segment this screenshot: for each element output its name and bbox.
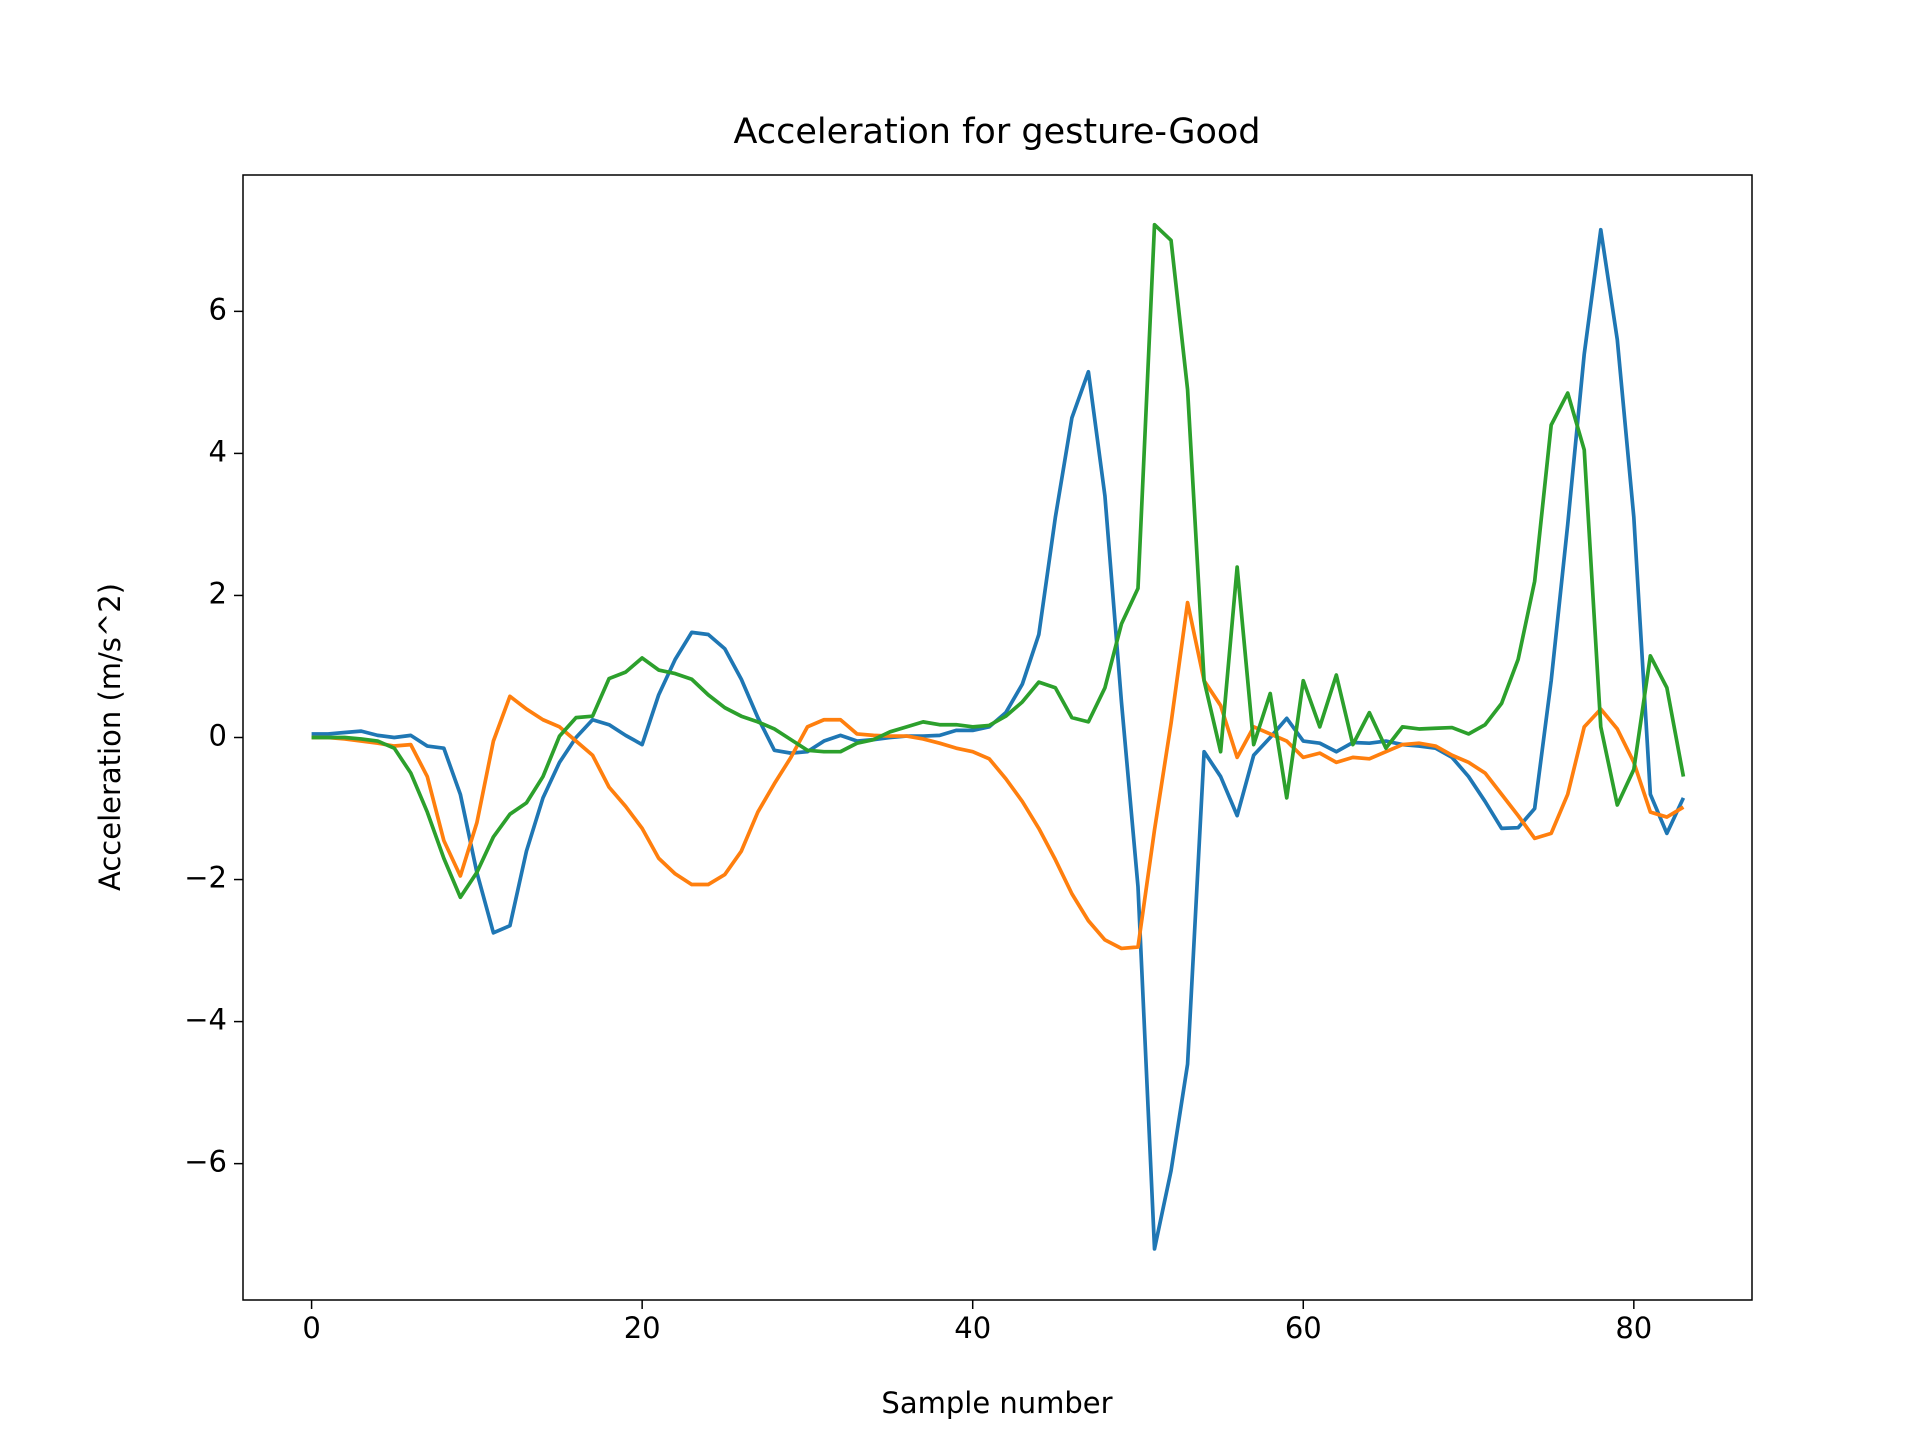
y-tick-label: 4 [209,434,227,468]
y-tick-label: 0 [209,719,227,753]
y-tick-label: 2 [209,576,227,610]
x-tick-label: 20 [624,1311,661,1345]
plot-frame [242,174,1753,1301]
chart-title: Acceleration for gesture-Good [734,112,1261,152]
y-tick-label: −4 [184,1003,227,1037]
x-axis-label: Sample number [881,1386,1112,1420]
data-line [311,600,1685,951]
y-tick-label: −6 [184,1145,227,1179]
y-tick-label: 6 [209,292,227,326]
x-tick-label: 0 [302,1311,320,1345]
y-tick-label: −2 [184,861,227,895]
x-tick-label: 40 [954,1311,991,1345]
y-axis-label: Acceleration (m/s^2) [93,583,127,891]
data-line [311,222,1686,900]
x-tick-label: 60 [1285,1311,1322,1345]
x-tick-label: 80 [1615,1311,1652,1345]
